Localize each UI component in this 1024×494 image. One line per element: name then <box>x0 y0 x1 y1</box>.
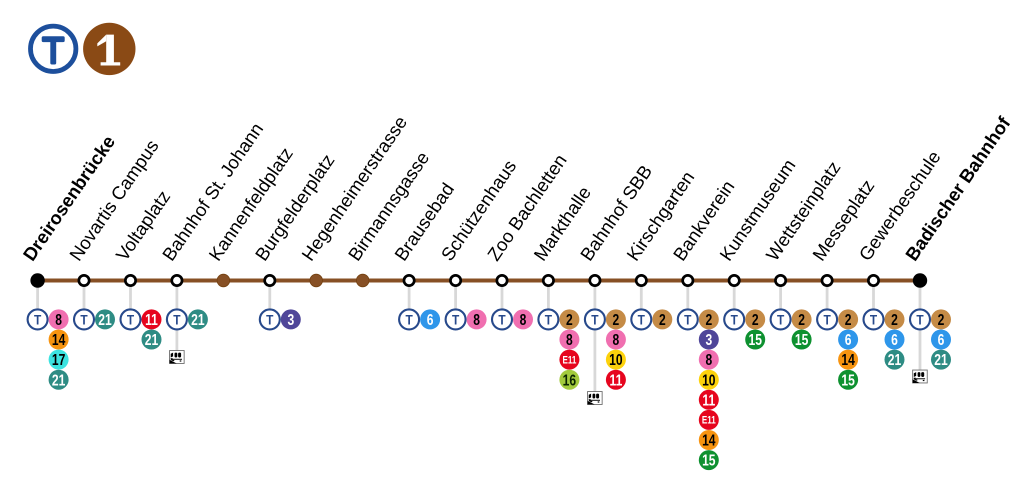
svg-text:2: 2 <box>938 311 945 329</box>
svg-text:T: T <box>823 311 830 327</box>
svg-text:15: 15 <box>702 451 716 469</box>
svg-text:T: T <box>731 311 738 327</box>
svg-text:2: 2 <box>566 311 573 329</box>
svg-text:T: T <box>591 311 598 327</box>
svg-text:6: 6 <box>427 311 434 329</box>
svg-text:T: T <box>127 311 134 327</box>
svg-text:E11: E11 <box>702 415 716 428</box>
svg-text:14: 14 <box>841 351 855 369</box>
svg-text:8: 8 <box>705 351 712 369</box>
svg-text:21: 21 <box>145 331 159 349</box>
svg-text:21: 21 <box>191 311 205 329</box>
svg-text:6: 6 <box>938 331 945 349</box>
svg-text:T: T <box>405 311 412 327</box>
svg-text:8: 8 <box>55 311 62 329</box>
svg-text:15: 15 <box>841 371 855 389</box>
svg-text:6: 6 <box>845 331 852 349</box>
svg-text:21: 21 <box>98 311 112 329</box>
svg-text:T: T <box>870 311 877 327</box>
svg-text:21: 21 <box>52 371 66 389</box>
svg-text:10: 10 <box>609 351 623 369</box>
svg-text:10: 10 <box>702 371 716 389</box>
svg-text:T: T <box>498 311 505 327</box>
svg-text:2: 2 <box>798 311 805 329</box>
svg-text:2: 2 <box>752 311 759 329</box>
svg-text:T: T <box>916 311 923 327</box>
svg-text:17: 17 <box>52 351 66 369</box>
svg-text:6: 6 <box>891 331 898 349</box>
svg-text:T: T <box>545 311 552 327</box>
svg-text:3: 3 <box>705 331 712 349</box>
svg-text:T: T <box>684 311 691 327</box>
svg-text:11: 11 <box>145 311 158 329</box>
svg-text:T: T <box>34 311 41 327</box>
svg-text:21: 21 <box>888 351 902 369</box>
svg-text:2: 2 <box>845 311 852 329</box>
svg-text:8: 8 <box>520 311 527 329</box>
svg-text:2: 2 <box>891 311 898 329</box>
svg-text:T: T <box>777 311 784 327</box>
svg-text:14: 14 <box>52 331 66 349</box>
svg-text:T: T <box>80 311 87 327</box>
svg-text:8: 8 <box>473 311 480 329</box>
svg-text:E11: E11 <box>562 354 576 367</box>
svg-text:T: T <box>638 311 645 327</box>
svg-text:2: 2 <box>659 311 666 329</box>
svg-text:14: 14 <box>702 431 716 449</box>
svg-text:21: 21 <box>934 351 948 369</box>
svg-text:8: 8 <box>566 331 573 349</box>
svg-text:T: T <box>173 311 180 327</box>
svg-text:8: 8 <box>613 331 620 349</box>
svg-text:2: 2 <box>613 311 620 329</box>
svg-text:15: 15 <box>795 331 809 349</box>
svg-text:16: 16 <box>563 371 577 389</box>
svg-text:T: T <box>266 311 273 327</box>
svg-text:T: T <box>452 311 459 327</box>
svg-text:3: 3 <box>287 311 294 329</box>
svg-text:2: 2 <box>705 311 712 329</box>
svg-text:11: 11 <box>702 391 715 409</box>
svg-text:11: 11 <box>610 371 623 389</box>
svg-text:15: 15 <box>748 331 762 349</box>
